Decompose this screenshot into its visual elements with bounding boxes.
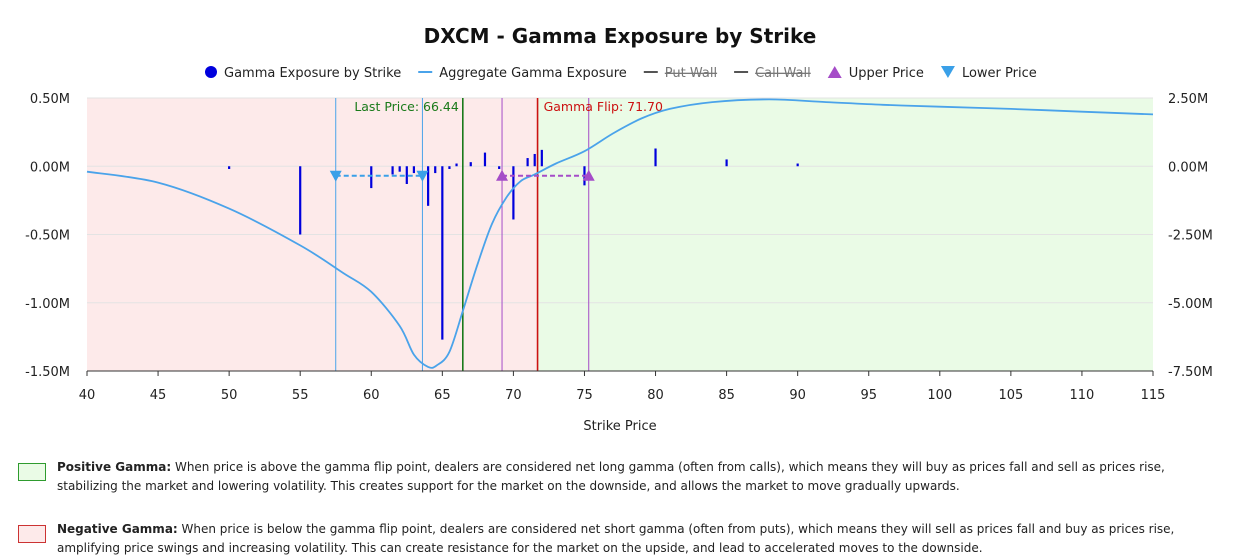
gamma-bar-1 xyxy=(299,166,302,235)
legend-marker-lower-price xyxy=(940,66,955,78)
gamma-exposure-chart: DXCM - Gamma Exposure by Strike Gamma Exp… xyxy=(25,24,1213,434)
x-tick-label-55: 55 xyxy=(292,388,309,403)
aggregate-gamma-line xyxy=(86,98,1154,369)
gamma-bar-13 xyxy=(483,152,487,167)
left-tick-label-4: -1.50M xyxy=(25,365,70,380)
gamma-bar-18 xyxy=(540,149,543,167)
upper-price-range-marker-start xyxy=(496,169,509,181)
gamma-bar-8 xyxy=(434,166,437,174)
gamma-bar-20 xyxy=(654,148,657,167)
positive-gamma-swatch xyxy=(18,463,46,481)
gamma-bar-2 xyxy=(370,166,373,189)
x-tick-label-105: 105 xyxy=(998,388,1023,403)
gamma-bar-16 xyxy=(526,158,529,167)
left-tick-label-0: 0.50M xyxy=(30,92,70,107)
x-tick-label-80: 80 xyxy=(647,388,664,403)
x-tick-label-90: 90 xyxy=(789,388,806,403)
x-tick-label-65: 65 xyxy=(434,388,451,403)
gamma-bar-3 xyxy=(391,166,394,175)
x-axis-title: Strike Price xyxy=(583,419,656,434)
gamma-bar-17 xyxy=(533,153,536,167)
left-tick-label-1: 0.00M xyxy=(30,160,70,175)
chart-title: DXCM - Gamma Exposure by Strike xyxy=(424,24,817,48)
x-tick-label-50: 50 xyxy=(221,388,238,403)
right-tick-label-2: -2.50M xyxy=(1168,229,1213,244)
right-tick-label-1: 0.00M xyxy=(1168,160,1208,175)
gamma-bar-10 xyxy=(448,166,451,169)
right-tick-label-4: -7.50M xyxy=(1168,365,1213,380)
negative-gamma-note: Negative Gamma: When price is below the … xyxy=(57,520,1217,558)
x-tick-label-45: 45 xyxy=(150,388,167,403)
legend-label-put-wall: Put Wall xyxy=(665,66,717,81)
positive-gamma-text: When price is above the gamma flip point… xyxy=(57,460,1165,493)
gamma-bar-4 xyxy=(398,166,401,172)
gamma-bar-14 xyxy=(498,166,501,169)
gamma-bar-5 xyxy=(405,166,408,184)
right-tick-label-0: 2.50M xyxy=(1168,92,1208,107)
x-tick-label-100: 100 xyxy=(927,388,952,403)
positive-gamma-heading: Positive Gamma: xyxy=(57,460,172,474)
left-tick-label-2: -0.50M xyxy=(25,229,70,244)
negative-gamma-swatch xyxy=(18,525,46,543)
legend-label-lower-price: Lower Price xyxy=(962,66,1037,81)
gamma-bar-12 xyxy=(469,162,472,167)
negative-gamma-heading: Negative Gamma: xyxy=(57,522,178,536)
negative-gamma-text: When price is below the gamma flip point… xyxy=(57,522,1175,555)
x-tick-label-110: 110 xyxy=(1070,388,1095,403)
last-price-label: Last Price: 66.44 xyxy=(354,99,459,114)
gamma-bar-0 xyxy=(228,166,231,169)
x-tick-label-75: 75 xyxy=(576,388,593,403)
legend-label-aggregate-gamma-exposure: Aggregate Gamma Exposure xyxy=(439,66,627,81)
gamma-bar-15 xyxy=(512,166,515,220)
gamma-bar-9 xyxy=(441,166,444,340)
x-tick-label-115: 115 xyxy=(1141,388,1166,403)
x-tick-label-95: 95 xyxy=(860,388,877,403)
legend-label-gamma-exposure-by-strike: Gamma Exposure by Strike xyxy=(224,66,401,81)
legend-label-call-wall: Call Wall xyxy=(755,66,811,81)
legend-marker-gamma-exposure-by-strike xyxy=(205,66,217,78)
upper-price-range-marker-end xyxy=(582,169,595,181)
left-tick-label-3: -1.00M xyxy=(25,297,70,312)
lower-price-range-marker-end xyxy=(416,170,429,182)
x-tick-label-60: 60 xyxy=(363,388,380,403)
lower-price-range-marker-start xyxy=(329,170,342,182)
x-tick-label-40: 40 xyxy=(79,388,96,403)
legend-label-upper-price: Upper Price xyxy=(849,66,924,81)
right-tick-label-3: -5.00M xyxy=(1168,297,1213,312)
gamma-flip-label: Gamma Flip: 71.70 xyxy=(544,99,663,114)
gamma-bar-22 xyxy=(796,163,799,167)
x-tick-label-85: 85 xyxy=(718,388,735,403)
gamma-bar-11 xyxy=(455,163,458,167)
legend-marker-upper-price xyxy=(827,66,842,78)
gamma-bar-7 xyxy=(427,166,430,206)
gamma-bar-21 xyxy=(725,159,728,167)
gamma-bar-6 xyxy=(412,166,416,174)
positive-gamma-note: Positive Gamma: When price is above the … xyxy=(57,458,1217,496)
x-tick-label-70: 70 xyxy=(505,388,522,403)
